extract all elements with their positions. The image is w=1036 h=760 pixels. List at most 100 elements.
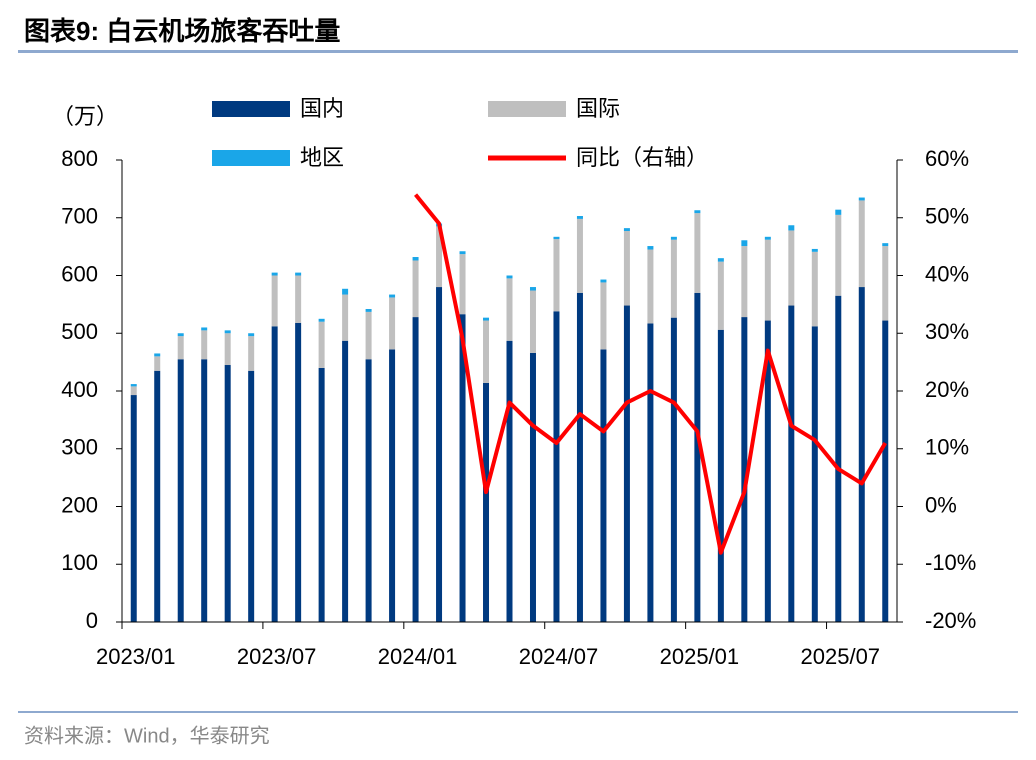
bar — [529, 352, 536, 622]
bar — [201, 359, 208, 622]
bar — [717, 261, 724, 330]
bar — [130, 395, 137, 622]
bar — [389, 349, 396, 622]
bar — [154, 353, 161, 357]
bar — [670, 239, 677, 318]
bar — [342, 294, 349, 341]
bar — [201, 327, 208, 331]
bar — [623, 305, 630, 622]
title-rule — [18, 50, 1018, 53]
bar — [529, 287, 536, 291]
bar — [623, 231, 630, 306]
y-tick-label: 300 — [61, 435, 98, 460]
legend-swatch — [212, 101, 290, 117]
legend-swatch — [212, 150, 290, 166]
bar — [224, 330, 231, 334]
bar — [342, 288, 349, 295]
bar — [623, 228, 630, 232]
bar — [295, 272, 302, 276]
y-tick-label: 0 — [86, 608, 98, 633]
bar — [694, 213, 701, 293]
bar — [835, 209, 842, 215]
bar — [764, 320, 771, 622]
bar — [741, 246, 748, 318]
bar — [201, 330, 208, 360]
legend-label: 国内 — [300, 96, 344, 121]
x-tick-label: 2024/07 — [519, 644, 599, 669]
bar — [600, 282, 607, 350]
bar — [365, 359, 372, 622]
bar — [670, 236, 677, 240]
bar — [177, 333, 184, 337]
y-axis-label: （万） — [52, 104, 118, 129]
bar — [694, 292, 701, 622]
bar — [389, 294, 396, 298]
bar — [342, 340, 349, 622]
x-tick-label: 2025/01 — [660, 644, 740, 669]
y-tick-label: 800 — [61, 146, 98, 171]
bar — [224, 365, 231, 622]
bar — [647, 323, 654, 622]
legend-label: 地区 — [300, 145, 344, 170]
bar — [600, 349, 607, 622]
bar — [858, 287, 865, 622]
y2-tick-label: -20% — [925, 608, 976, 633]
bar — [811, 248, 818, 252]
bar — [600, 279, 607, 283]
bar — [788, 225, 795, 231]
bar — [295, 322, 302, 622]
bar — [412, 257, 419, 261]
source: 资料来源：Wind，华泰研究 — [24, 724, 270, 747]
bar — [576, 216, 583, 219]
bar — [436, 226, 443, 288]
bar — [764, 239, 771, 321]
chart-title: 图表9: 白云机场旅客吞吐量 — [24, 16, 340, 46]
legend-label: 国际 — [576, 96, 620, 121]
bar — [811, 326, 818, 622]
bar — [811, 251, 818, 327]
bar — [788, 305, 795, 622]
bar — [459, 314, 466, 622]
bar — [506, 340, 513, 622]
bar — [882, 246, 889, 321]
bar — [741, 317, 748, 622]
y-tick-label: 200 — [61, 492, 98, 517]
y2-tick-label: 40% — [925, 261, 969, 286]
y-tick-label: 600 — [61, 261, 98, 286]
bar — [858, 197, 865, 201]
y-tick-label: 700 — [61, 204, 98, 229]
bar — [318, 318, 325, 322]
bar — [647, 249, 654, 324]
yoy-line — [414, 193, 887, 555]
y2-tick-label: 0% — [925, 492, 957, 517]
x-tick-label: 2025/07 — [801, 644, 881, 669]
bar — [130, 384, 137, 387]
bar — [553, 236, 560, 240]
bar — [412, 260, 419, 318]
y2-tick-label: 20% — [925, 377, 969, 402]
bar — [459, 254, 466, 315]
bar — [154, 370, 161, 622]
bar — [412, 317, 419, 622]
bar — [459, 251, 466, 255]
bar — [576, 218, 583, 293]
bar — [506, 278, 513, 341]
bar — [130, 386, 137, 396]
footer-rule — [18, 711, 1018, 713]
legend-swatch — [488, 101, 566, 117]
bar — [506, 275, 513, 279]
bar — [858, 200, 865, 288]
bar — [835, 295, 842, 622]
bar — [436, 287, 443, 622]
y2-tick-label: 50% — [925, 204, 969, 229]
x-tick-label: 2023/01 — [96, 644, 176, 669]
bar — [248, 333, 255, 337]
bar — [553, 239, 560, 312]
y-tick-label: 500 — [61, 319, 98, 344]
bar — [365, 308, 372, 312]
bar — [529, 290, 536, 353]
bar — [483, 382, 490, 622]
x-tick-label: 2024/01 — [378, 644, 458, 669]
bar — [788, 230, 795, 306]
